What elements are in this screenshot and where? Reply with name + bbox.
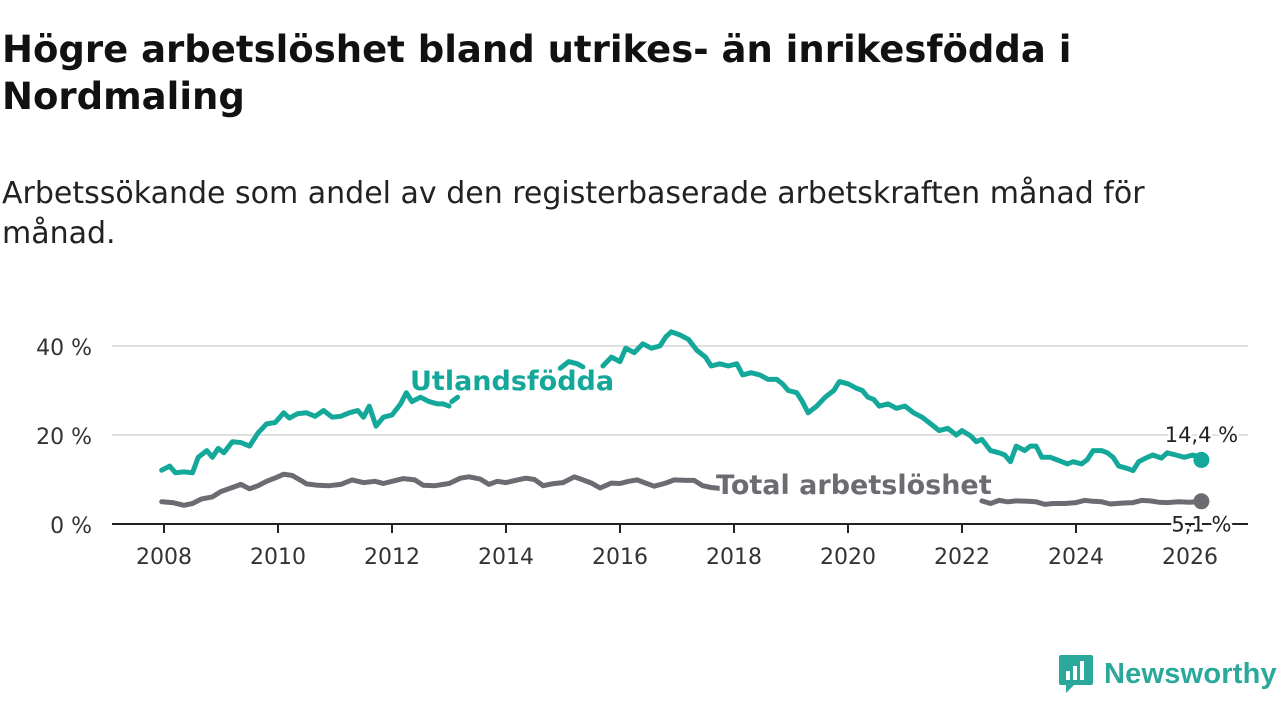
newsworthy-logo-icon	[1059, 655, 1093, 693]
x-tick-label: 2026	[1162, 545, 1218, 570]
x-tick-label: 2012	[364, 545, 420, 570]
end-point-utlandsfodda	[1193, 451, 1210, 468]
y-tick-label: 0 %	[50, 514, 92, 539]
y-tick-label: 20 %	[36, 425, 92, 450]
series-name-label-utlandsfodda: Utlandsfödda	[410, 366, 614, 397]
x-tick-label: 2022	[934, 545, 990, 570]
x-tick-label: 2016	[592, 545, 648, 570]
chart-subtitle: Arbetssökande som andel av den registerb…	[2, 176, 1145, 251]
y-tick-label: 40 %	[36, 336, 92, 361]
x-tick-label: 2020	[820, 545, 876, 570]
end-value-label-utlandsfodda: 14,4 %	[1165, 423, 1238, 447]
x-tick-label: 2014	[478, 545, 534, 570]
x-tick-label: 2024	[1048, 545, 1104, 570]
end-value-label-total-arbetsloshet: 5,1 %	[1171, 512, 1231, 536]
newsworthy-logo-text: Newsworthy	[1104, 657, 1277, 690]
chart-title: Högre arbetslöshet bland utrikes- än inr…	[2, 28, 1072, 118]
x-tick-layer: 2008 2010 2012 2014 2016 2018 2020 2022 2024 2026	[136, 524, 1218, 570]
series-line-utlandsfodda	[159, 329, 1204, 476]
line-chart: 0 % 20 % 40 % 2008 2010 2012 2014 2016 2018 2020…	[36, 329, 1248, 570]
x-tick-label: 2018	[706, 545, 762, 570]
x-tick-label: 2010	[250, 545, 306, 570]
line-layer	[159, 329, 1204, 508]
newsworthy-logo: Newsworthy	[1058, 653, 1277, 695]
grid-layer	[112, 345, 1248, 525]
series-line-total-arbetsloshet	[159, 471, 1204, 508]
label-layer: Utlandsfödda Total arbetslöshet 14,4 % 5,1 …	[407, 363, 1241, 539]
x-tick-label: 2008	[136, 545, 192, 570]
end-point-total-arbetsloshet	[1193, 493, 1210, 510]
y-tick-layer: 0 % 20 % 40 %	[36, 336, 92, 539]
series-name-label-total-arbetsloshet: Total arbetslöshet	[716, 470, 992, 501]
